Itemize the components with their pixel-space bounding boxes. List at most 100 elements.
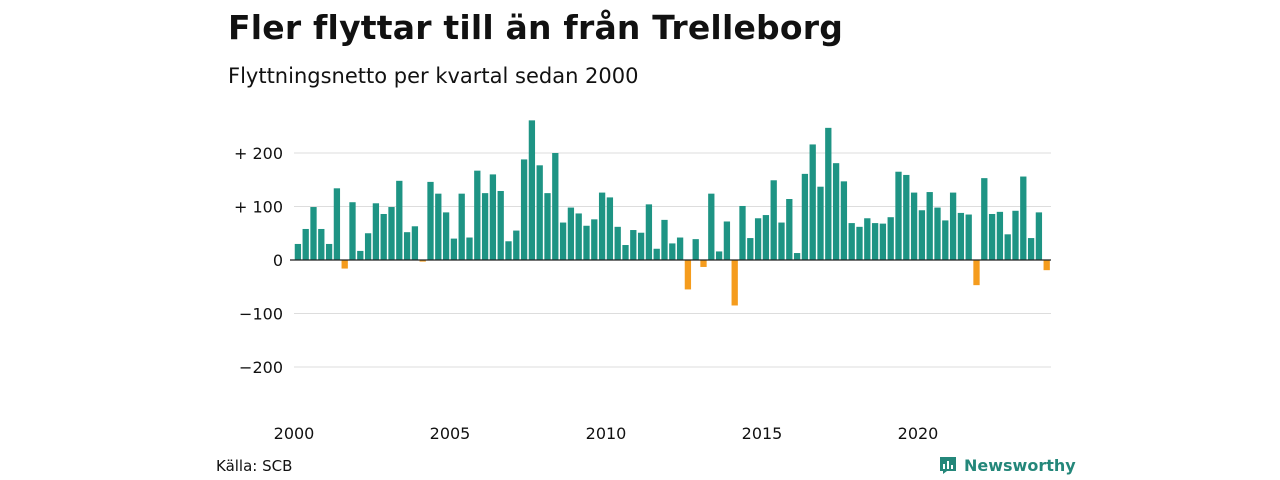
bar — [427, 181, 434, 260]
bar — [739, 205, 746, 261]
bar — [325, 243, 333, 260]
bar — [435, 193, 442, 260]
x-tick-label: 2010 — [586, 424, 627, 443]
bar — [380, 213, 387, 260]
bar — [513, 230, 520, 260]
bar — [692, 239, 699, 260]
bar — [528, 120, 536, 260]
bar — [942, 220, 949, 260]
x-tick-label: 2000 — [274, 424, 315, 443]
bar — [310, 207, 317, 260]
bar — [396, 180, 403, 260]
bar — [965, 214, 972, 261]
bar — [661, 219, 668, 261]
bar — [630, 230, 637, 260]
bar — [770, 180, 777, 260]
bar — [1027, 238, 1035, 260]
bar — [489, 174, 497, 260]
x-tick-label: 2020 — [898, 424, 939, 443]
newsworthy-logo-icon — [940, 457, 956, 474]
bar — [801, 173, 809, 261]
y-axis-tick-labels: + 200 + 100 0 −100 −200 — [234, 144, 283, 377]
bar — [411, 226, 419, 260]
bar — [645, 204, 653, 260]
bar — [684, 260, 692, 290]
bar — [996, 211, 1004, 260]
y-tick-label: + 200 — [234, 144, 283, 163]
bar — [864, 218, 871, 260]
bar — [458, 193, 465, 260]
bar — [606, 197, 614, 261]
bar — [700, 260, 707, 267]
bar — [497, 190, 504, 261]
x-tick-label: 2005 — [430, 424, 471, 443]
bar — [669, 243, 676, 260]
bar — [1004, 234, 1011, 260]
bar — [333, 188, 341, 260]
brand-logo: Newsworthy — [938, 455, 1076, 475]
y-tick-label: + 100 — [234, 198, 283, 217]
bar — [871, 223, 879, 260]
brand-name: Newsworthy — [964, 455, 1076, 475]
bar — [832, 163, 840, 260]
bar — [934, 207, 941, 260]
y-gridlines — [294, 152, 1051, 368]
bar — [653, 248, 660, 260]
bar — [364, 233, 372, 260]
bar — [778, 222, 785, 260]
x-axis-tick-labels: 2000 2005 2010 2015 2020 — [274, 424, 939, 443]
bar — [840, 181, 848, 260]
bar — [825, 127, 832, 260]
y-tick-label: −100 — [239, 305, 283, 324]
bar — [536, 165, 543, 261]
bar — [918, 210, 926, 261]
bar — [957, 212, 965, 260]
bar — [567, 207, 575, 260]
chart-title: Fler flyttar till än från Trelleborg — [228, 8, 844, 47]
bar — [450, 238, 458, 260]
bar — [676, 237, 684, 260]
bar — [988, 213, 996, 260]
bar — [910, 192, 918, 260]
bar — [614, 226, 621, 260]
bar — [598, 192, 606, 260]
bar — [747, 238, 754, 260]
bar — [949, 192, 957, 260]
bar — [388, 207, 395, 260]
bar — [552, 153, 559, 260]
bar — [1043, 260, 1050, 271]
x-tick-label: 2015 — [742, 424, 783, 443]
bar — [793, 253, 801, 260]
bar — [575, 213, 582, 260]
bar — [754, 218, 762, 260]
bar — [731, 260, 738, 306]
bar — [1020, 176, 1027, 260]
bar — [302, 228, 309, 260]
bar — [442, 212, 450, 260]
bar — [349, 202, 356, 260]
bar — [505, 241, 512, 261]
bar — [1035, 212, 1043, 260]
bar — [895, 171, 902, 260]
bar — [1012, 210, 1019, 260]
y-tick-label: 0 — [273, 251, 283, 270]
bar — [723, 221, 731, 260]
bar — [786, 199, 793, 260]
bar — [419, 260, 426, 262]
bar — [856, 226, 863, 260]
bar-series — [294, 120, 1050, 306]
bar — [544, 193, 551, 261]
y-tick-label: −200 — [239, 358, 283, 377]
source-note: Källa: SCB — [216, 457, 293, 475]
bar — [403, 232, 411, 260]
bar — [559, 222, 567, 260]
bar — [817, 186, 824, 260]
bar — [520, 159, 528, 260]
bar — [622, 245, 629, 260]
bar — [708, 193, 715, 260]
bar — [762, 215, 770, 260]
bar — [357, 250, 364, 261]
bar — [583, 225, 590, 260]
bar — [809, 144, 816, 260]
